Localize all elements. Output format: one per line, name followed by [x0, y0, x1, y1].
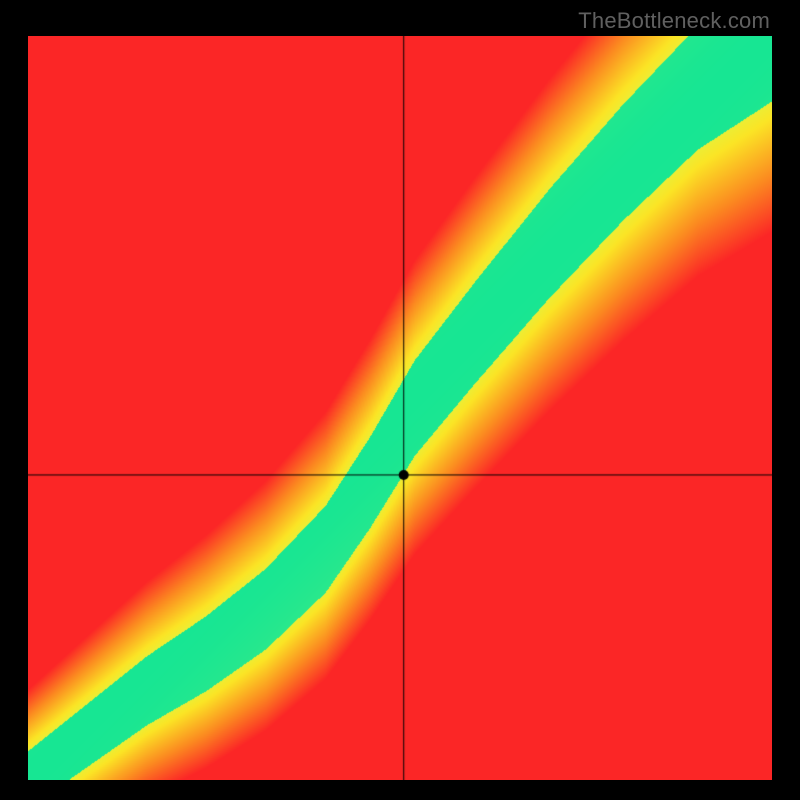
y-tick — [20, 501, 28, 502]
x-tick — [28, 780, 29, 788]
y-tick — [20, 36, 28, 37]
x-tick — [493, 780, 494, 788]
overlay-canvas — [28, 36, 772, 780]
y-tick — [20, 129, 28, 130]
y-tick — [20, 594, 28, 595]
x-tick — [214, 780, 215, 788]
x-tick — [121, 780, 122, 788]
x-tick — [307, 780, 308, 788]
chart-container: TheBottleneck.com — [0, 0, 800, 800]
x-tick — [586, 780, 587, 788]
y-tick — [20, 408, 28, 409]
x-tick — [679, 780, 680, 788]
y-tick — [20, 315, 28, 316]
x-tick — [772, 780, 773, 788]
y-tick — [20, 222, 28, 223]
watermark-text: TheBottleneck.com — [578, 8, 770, 34]
plot-area — [28, 36, 772, 780]
y-tick — [20, 780, 28, 781]
x-tick — [400, 780, 401, 788]
y-tick — [20, 687, 28, 688]
